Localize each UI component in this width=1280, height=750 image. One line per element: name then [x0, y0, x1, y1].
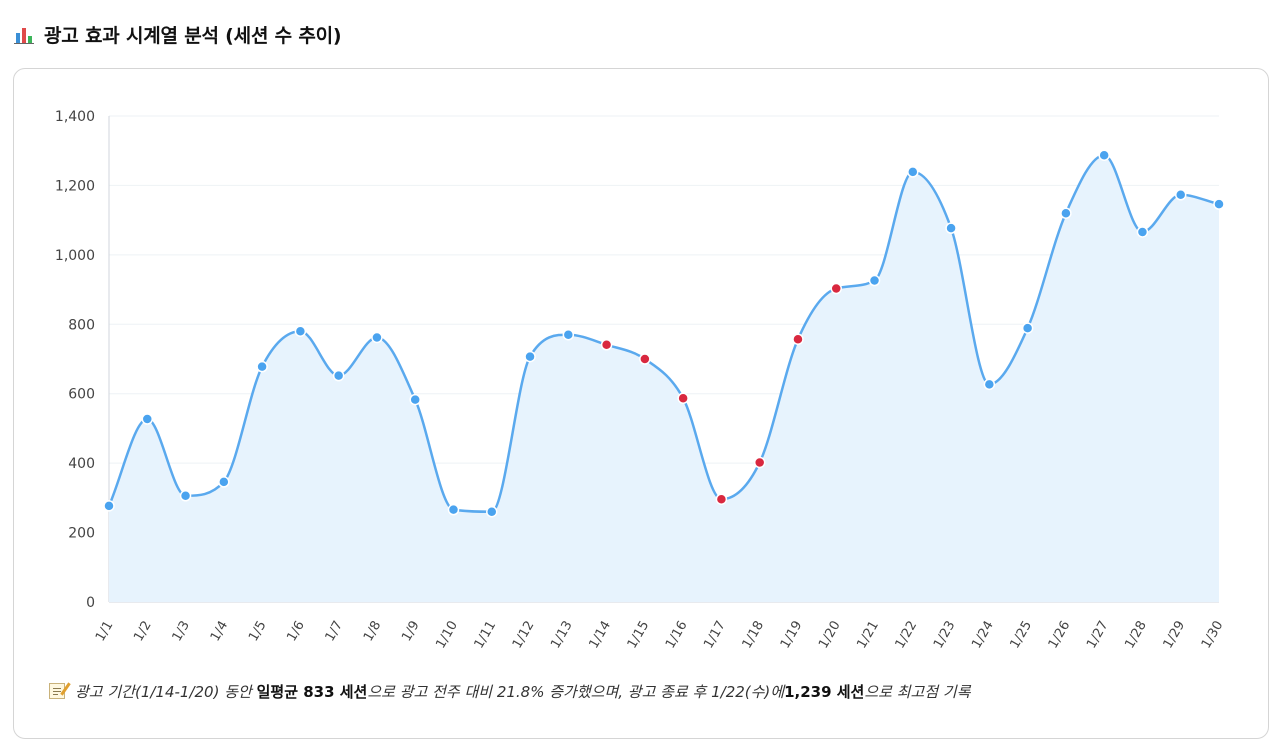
- bar-chart-icon: [14, 24, 34, 44]
- chart-title: 광고 효과 시계열 분석 (세션 수 추이): [44, 24, 342, 47]
- chart-header: 광고 효과 시계열 분석 (세션 수 추이): [14, 18, 342, 50]
- analysis-note: 광고 기간(1/14-1/20) 동안 일평균 833 세션으로 광고 전주 대…: [49, 679, 971, 703]
- highlight-data-point: [792, 333, 804, 345]
- data-point: [256, 360, 268, 373]
- x-tick-label: 1/25: [1007, 618, 1035, 651]
- x-tick-label: 1/21: [854, 619, 882, 652]
- data-point: [1060, 207, 1072, 219]
- y-tick-label: 1,200: [55, 178, 95, 194]
- x-tick-label: 1/19: [778, 619, 806, 652]
- data-point: [103, 500, 115, 512]
- data-point: [524, 350, 536, 363]
- x-tick-label: 1/6: [284, 619, 307, 645]
- x-tick-label: 1/2: [131, 619, 154, 645]
- x-tick-label: 1/15: [625, 619, 653, 652]
- y-tick-label: 1,000: [55, 248, 95, 264]
- data-point: [486, 505, 498, 518]
- x-tick-label: 1/8: [361, 619, 384, 645]
- note-part-3: 으로 광고 전주 대비 21.8% 증가했으며, 광고 종료 후 1/22(수)…: [367, 682, 785, 701]
- x-tick-label: 1/27: [1084, 619, 1112, 652]
- data-point: [294, 325, 307, 337]
- data-point: [1174, 189, 1187, 201]
- y-tick-label: 400: [68, 456, 95, 472]
- x-tick-label: 1/23: [931, 619, 959, 652]
- x-tick-label: 1/26: [1046, 619, 1074, 652]
- data-point: [409, 393, 421, 406]
- memo-icon: [49, 682, 71, 699]
- y-tick-label: 200: [68, 526, 95, 542]
- x-tick-label: 1/7: [323, 619, 346, 645]
- x-tick-label: 1/30: [1199, 619, 1227, 652]
- x-tick-label: 1/18: [740, 619, 768, 652]
- data-point: [1021, 322, 1034, 334]
- highlight-data-point: [753, 456, 766, 469]
- x-tick-label: 1/28: [1122, 619, 1150, 652]
- x-tick-label: 1/22: [893, 619, 921, 652]
- highlight-data-point: [600, 339, 613, 351]
- x-tick-label: 1/20: [816, 619, 844, 652]
- series-area: [109, 155, 1219, 602]
- y-tick-label: 1,400: [55, 109, 95, 125]
- data-point: [562, 328, 575, 341]
- y-tick-label: 600: [68, 387, 95, 403]
- x-tick-label: 1/14: [586, 619, 614, 652]
- note-text: 광고 기간(1/14-1/20) 동안 일평균 833 세션으로 광고 전주 대…: [75, 681, 971, 702]
- x-tick-label: 1/5: [246, 619, 269, 645]
- x-tick-label: 1/4: [208, 619, 231, 645]
- data-point: [1136, 226, 1149, 238]
- x-tick-label: 1/3: [170, 619, 193, 645]
- data-point: [332, 369, 345, 382]
- highlight-data-point: [677, 392, 689, 404]
- x-tick-label: 1/13: [548, 619, 576, 652]
- data-point: [945, 222, 957, 234]
- data-point: [218, 476, 230, 488]
- data-point: [868, 274, 881, 287]
- data-point: [179, 490, 192, 502]
- x-tick-label: 1/17: [701, 619, 729, 652]
- data-point: [907, 166, 919, 178]
- x-tick-label: 1/16: [663, 619, 691, 652]
- data-point: [447, 503, 460, 516]
- highlight-data-point: [830, 282, 842, 295]
- y-tick-label: 800: [68, 317, 95, 333]
- y-tick-label: 0: [86, 595, 95, 611]
- data-point: [371, 331, 383, 344]
- x-tick-label: 1/11: [472, 619, 500, 652]
- data-point: [1213, 198, 1225, 210]
- data-point: [141, 413, 154, 425]
- highlight-data-point: [639, 353, 651, 365]
- note-part-1: 광고 기간(1/14-1/20) 동안: [75, 682, 257, 701]
- note-avg-sessions: 일평균 833 세션: [256, 682, 368, 701]
- x-tick-label: 1/24: [969, 619, 997, 652]
- x-tick-label: 1/12: [510, 619, 538, 652]
- session-area-chart: 0 200 400 600 800 1,000 1,200 1,400 1/1 1/2 1/3 1/4…: [55, 109, 1227, 652]
- data-point: [983, 378, 996, 391]
- x-tick-label: 1/10: [433, 619, 461, 652]
- highlight-data-point: [715, 493, 728, 505]
- chart-card: 0 200 400 600 800 1,000 1,200 1,400 1/1 1/2 1/3 1/4…: [13, 68, 1269, 739]
- data-point: [1098, 149, 1110, 161]
- x-tick-label: 1/29: [1161, 619, 1189, 652]
- note-part-5: 으로 최고점 기록: [864, 682, 971, 701]
- x-tick-label: 1/9: [399, 619, 422, 645]
- series-line: [107, 153, 1220, 513]
- note-peak-sessions: 1,239 세션: [784, 682, 865, 701]
- x-tick-label: 1/1: [93, 619, 116, 645]
